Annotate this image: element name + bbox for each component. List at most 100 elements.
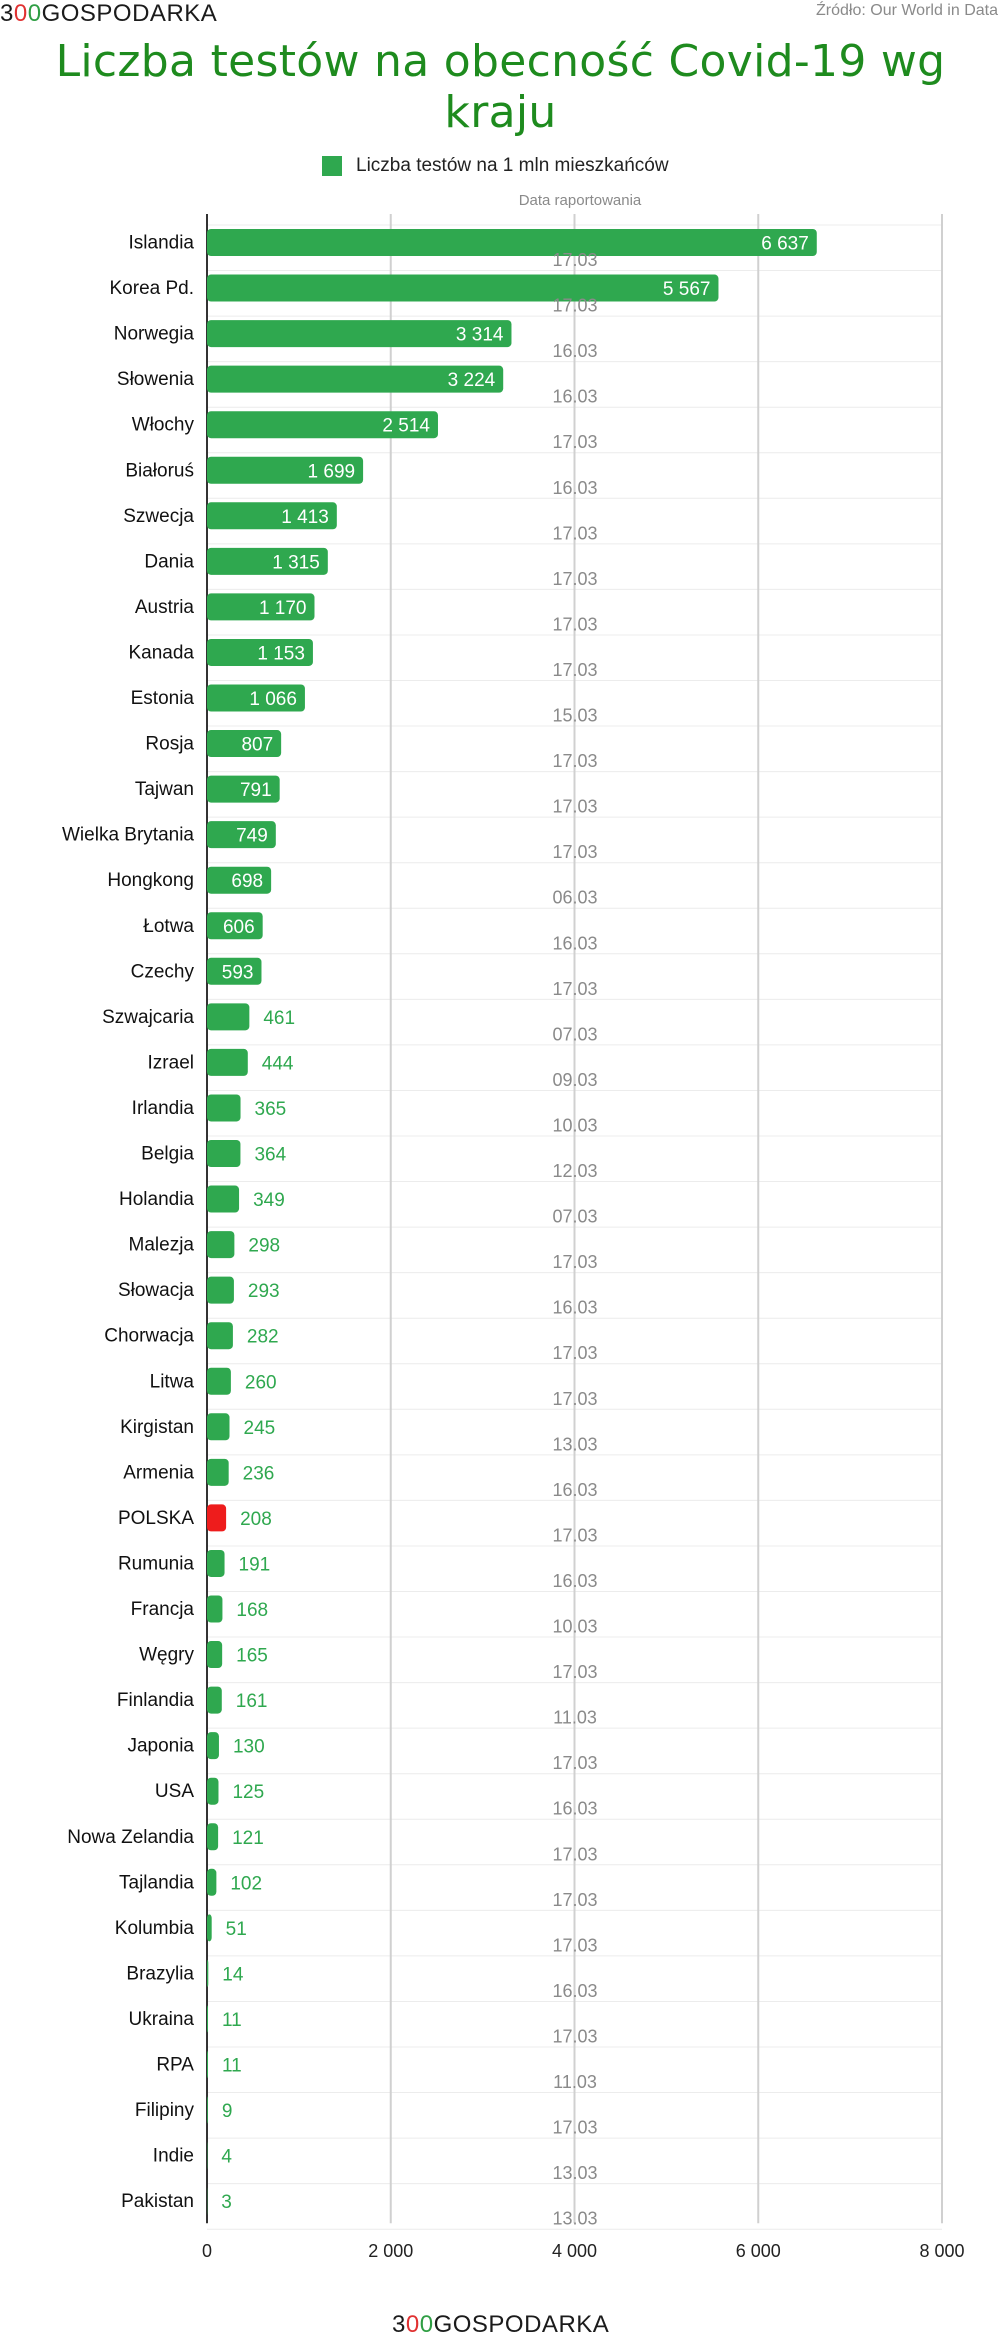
category-label: Francja [131, 1599, 195, 1620]
value-label: 51 [226, 1919, 247, 1940]
value-label: 365 [255, 1099, 287, 1120]
date-label: 17.03 [552, 797, 597, 817]
category-label: Irlandia [132, 1098, 195, 1119]
category-label: Szwecja [123, 506, 194, 527]
date-label: 16.03 [552, 1799, 597, 1819]
date-label: 17.03 [552, 614, 597, 634]
value-label: 293 [248, 1281, 280, 1302]
date-label: 17.03 [552, 1252, 597, 1272]
category-label: Austria [135, 597, 195, 618]
date-label: 17.03 [552, 979, 597, 999]
value-label: 282 [247, 1327, 279, 1348]
date-label: 17.03 [552, 1935, 597, 1955]
bar [207, 2005, 208, 2032]
bar [207, 1231, 234, 1258]
date-label: 17.03 [552, 1662, 597, 1682]
category-label: Japonia [127, 1736, 194, 1757]
date-label: 17.03 [552, 569, 597, 589]
x-tick-label: 6 000 [736, 2241, 781, 2261]
value-label: 2 514 [382, 416, 430, 437]
category-label: Hongkong [107, 870, 194, 891]
date-label: 13.03 [552, 2209, 597, 2229]
value-label: 245 [244, 1418, 276, 1439]
bar [207, 1823, 218, 1850]
x-tick-label: 0 [202, 2241, 212, 2261]
date-label: 17.03 [552, 1753, 597, 1773]
date-label: 17.03 [552, 1389, 597, 1409]
value-label: 121 [232, 1828, 264, 1849]
bar [207, 1778, 218, 1805]
category-label: Indie [153, 2146, 194, 2167]
category-label: Filipiny [135, 2100, 195, 2121]
value-label: 208 [240, 1509, 272, 1530]
date-label: 13.03 [552, 2163, 597, 2183]
date-label: 16.03 [552, 478, 597, 498]
date-label: 16.03 [552, 341, 597, 361]
bar [207, 275, 718, 302]
category-label: RPA [156, 2055, 194, 2076]
bar [207, 1140, 240, 1167]
date-label: 07.03 [552, 1207, 597, 1227]
category-label: Łotwa [143, 916, 194, 937]
bar [207, 1094, 241, 1121]
value-label: 364 [254, 1145, 286, 1166]
value-label: 168 [236, 1600, 268, 1621]
bar [207, 2097, 208, 2124]
value-label: 11 [222, 2056, 242, 2077]
date-label: 17.03 [552, 432, 597, 452]
category-label: Korea Pd. [110, 278, 195, 299]
bar [207, 1368, 231, 1395]
date-label: 16.03 [552, 387, 597, 407]
date-label: 09.03 [552, 1070, 597, 1090]
date-label: 15.03 [552, 706, 597, 726]
value-label: 749 [236, 826, 268, 847]
date-label: 16.03 [552, 1480, 597, 1500]
bar [207, 1687, 222, 1714]
bar [207, 1003, 249, 1030]
category-label: Malezja [129, 1235, 195, 1256]
category-label: Armenia [123, 1462, 194, 1483]
category-label: Włochy [132, 415, 195, 436]
value-label: 161 [236, 1691, 268, 1712]
category-label: Białoruś [125, 460, 194, 481]
bar [207, 1186, 239, 1213]
category-label: Wielka Brytania [62, 825, 194, 846]
bar [207, 229, 817, 256]
date-label: 16.03 [552, 933, 597, 953]
category-label: Tajlandia [119, 1872, 194, 1893]
category-label: Brazylia [126, 1963, 194, 1984]
date-label: 12.03 [552, 1161, 597, 1181]
value-label: 130 [233, 1737, 265, 1758]
bar [207, 1277, 234, 1304]
x-tick-label: 8 000 [919, 2241, 964, 2261]
value-label: 593 [222, 962, 254, 983]
category-label: Dania [144, 551, 194, 572]
category-label: Kolumbia [115, 1918, 195, 1939]
value-label: 165 [236, 1646, 268, 1667]
category-label: Nowa Zelandia [67, 1827, 194, 1848]
category-label: Litwa [150, 1371, 195, 1392]
date-label: 06.03 [552, 888, 597, 908]
date-label: 16.03 [552, 1298, 597, 1318]
date-label: 17.03 [552, 1844, 597, 1864]
bar-highlight [207, 1504, 226, 1531]
bar [207, 1322, 233, 1349]
category-label: Kanada [128, 642, 194, 663]
value-label: 14 [222, 1964, 244, 1985]
category-label: Pakistan [121, 2191, 194, 2212]
category-label: Estonia [131, 688, 195, 709]
value-label: 3 314 [456, 325, 504, 346]
category-label: Słowacja [118, 1280, 194, 1301]
value-label: 807 [241, 735, 273, 756]
value-label: 1 170 [259, 598, 307, 619]
date-label: 10.03 [552, 1115, 597, 1135]
category-label: Chorwacja [104, 1326, 194, 1347]
date-label: 17.03 [552, 751, 597, 771]
bar [207, 1869, 216, 1896]
date-label: 10.03 [552, 1617, 597, 1637]
category-label: Ukraina [129, 2009, 195, 2030]
brand-logo-bottom: 300GOSPODARKA [392, 2311, 609, 2339]
value-label: 4 [221, 2147, 232, 2168]
value-label: 102 [230, 1873, 262, 1894]
date-label: 07.03 [552, 1024, 597, 1044]
